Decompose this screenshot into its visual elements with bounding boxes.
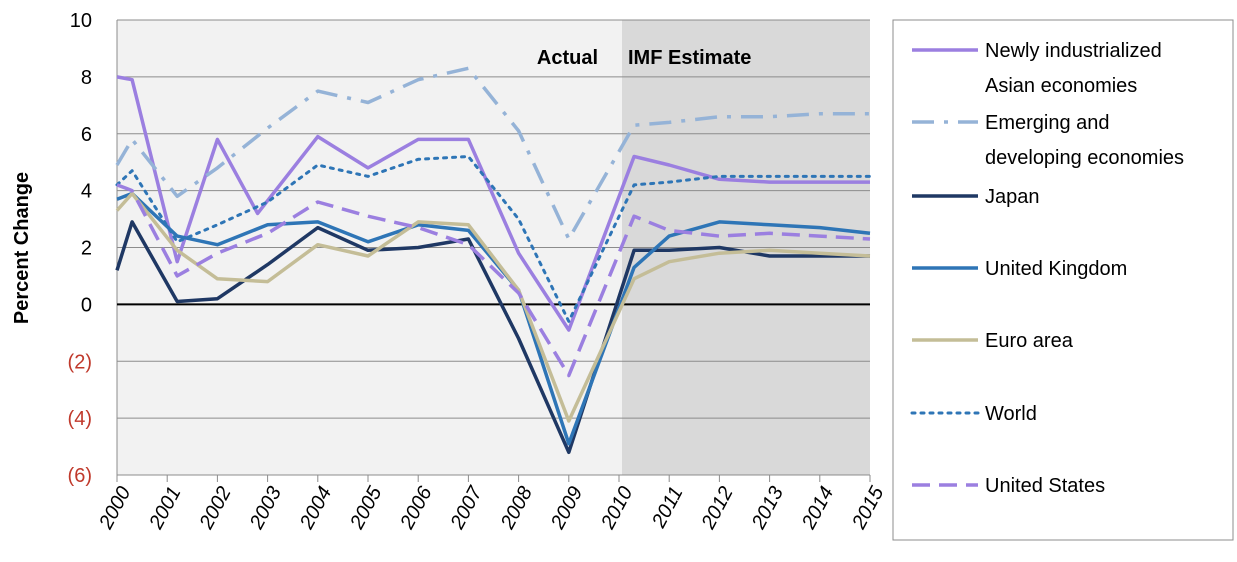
legend-label: World: [985, 403, 1037, 425]
series-line-japan: [115, 220, 870, 455]
legend-box: [892, 19, 1234, 541]
region-label-actual: Actual: [537, 47, 598, 69]
y-tick-label: 2: [81, 238, 92, 260]
x-tick-label: 2009: [546, 483, 587, 534]
region-labels: Actual IMF Estimate: [537, 47, 751, 69]
x-tick-label: 2014: [797, 483, 838, 534]
y-axis-ticks: 10 8 6 4 2 0 (2) (4) (6): [68, 10, 92, 487]
y-tick-label: (6): [68, 465, 92, 487]
y-tick-label: 6: [81, 124, 92, 146]
legend-label: United Kingdom: [985, 258, 1127, 280]
x-axis-ticks: 2000 2001 2002 2003 2004 2005 2006 2007 2008 2009…: [95, 475, 889, 534]
x-tick-label: 2012: [697, 483, 738, 534]
series-line-euro-area: [115, 191, 871, 423]
x-tick-label: 2004: [295, 483, 336, 534]
x-tick-label: 2010: [597, 483, 638, 534]
legend-label: Newly industrialized: [985, 40, 1162, 62]
y-tick-label: (2): [68, 351, 92, 373]
x-tick-label: 2002: [195, 483, 236, 534]
series-line-united-kingdom: [116, 191, 871, 446]
y-tick-label: (4): [68, 408, 92, 430]
x-tick-label: 2005: [346, 482, 387, 533]
x-tick-label: 2006: [396, 482, 437, 533]
series-lines: [115, 66, 872, 455]
gridlines: [116, 19, 870, 476]
x-tick-label: 2011: [648, 483, 688, 532]
series-line-united-states: [116, 183, 871, 378]
x-tick-label: 2013: [747, 483, 788, 534]
y-tick-label: 4: [81, 181, 92, 203]
legend: Newly industrialized Asian economies Emerg…: [892, 19, 1234, 541]
series-line-world: [115, 155, 872, 323]
legend-label: Emerging and: [985, 112, 1110, 134]
legend-label: developing economies: [985, 147, 1184, 169]
x-tick-label: 2008: [496, 483, 537, 534]
legend-label: United States: [985, 475, 1105, 497]
legend-label: Asian economies: [985, 75, 1137, 97]
y-tick-label: 8: [81, 67, 92, 89]
y-tick-label: 0: [81, 294, 92, 316]
y-tick-label: 10: [70, 10, 92, 32]
series-line-newly-industrialized-asian-economies: [116, 75, 870, 332]
x-tick-label: 2015: [848, 482, 889, 533]
legend-label: Japan: [985, 186, 1040, 208]
region-label-imf-estimate: IMF Estimate: [628, 47, 751, 69]
x-tick-label: 2001: [145, 483, 186, 534]
x-tick-label: 2007: [446, 482, 487, 533]
legend-label: Euro area: [985, 330, 1074, 352]
x-tick-label: 2000: [95, 483, 136, 534]
x-tick-label: 2003: [245, 483, 286, 534]
y-axis-title: Percent Change: [11, 172, 33, 324]
